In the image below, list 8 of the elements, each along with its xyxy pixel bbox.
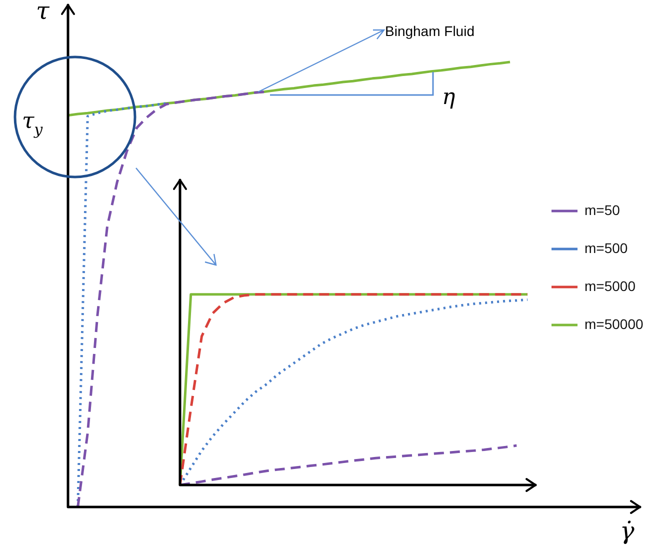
legend-label: m=50000: [584, 316, 644, 332]
x-axis-title: γ̇: [620, 517, 635, 545]
legend-label: m=500: [584, 240, 628, 256]
text: Bingham Fluid: [385, 23, 474, 39]
legend-label: m=50: [584, 202, 620, 218]
annotation: η: [442, 85, 456, 110]
y-axis-title: τ: [36, 0, 50, 25]
legend-label: m=5000: [584, 278, 636, 294]
